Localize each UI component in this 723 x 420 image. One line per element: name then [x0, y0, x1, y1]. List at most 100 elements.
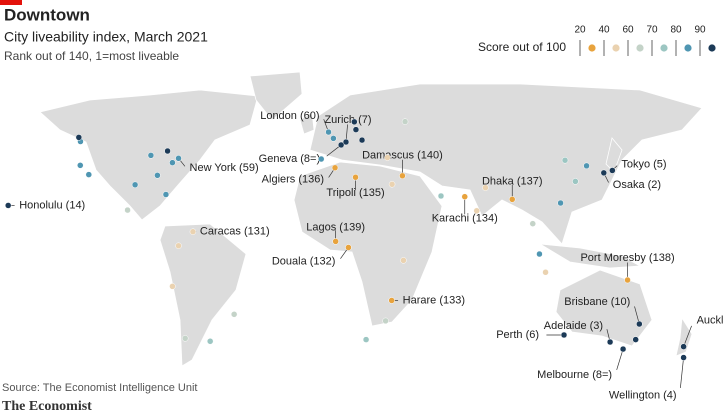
city-dot [680, 343, 687, 350]
city-dot [352, 126, 360, 133]
city-label: New York (59) [190, 162, 259, 174]
city-dot [384, 154, 391, 161]
city-dot [388, 297, 395, 304]
city-dot [181, 335, 189, 342]
city-dot [352, 174, 359, 181]
land [39, 71, 703, 367]
city-dot [583, 162, 590, 170]
city-label: Lagos (139) [306, 221, 365, 233]
city-dot [230, 311, 238, 318]
source: Source: The Economist Intelligence Unit [2, 382, 197, 394]
city-dot [164, 147, 171, 155]
city-label: Damascus (140) [362, 150, 443, 162]
city-dot [636, 320, 643, 328]
legend-tick-label: 20 [574, 25, 586, 36]
legend-tick-label: 90 [694, 25, 706, 36]
city-dot [332, 238, 339, 245]
city-dot [388, 181, 396, 188]
city-dot [317, 155, 325, 163]
city-dot [624, 276, 631, 284]
city-label: Osaka (2) [613, 179, 661, 191]
city-dot [162, 191, 170, 198]
city-dot [77, 162, 84, 169]
city-dot [399, 172, 406, 180]
city-dot [175, 155, 182, 162]
city-dot [606, 338, 614, 346]
city-label: Dhaka (137) [482, 175, 543, 187]
city-dot [189, 228, 197, 235]
city-label: Brisbane (10) [564, 296, 630, 308]
city-dot [400, 257, 407, 264]
city-dot [85, 171, 93, 178]
city-dot [560, 331, 568, 339]
city-label: Karachi (134) [432, 213, 498, 225]
legend-swatch [636, 44, 644, 52]
city-label: Auckland (1) [697, 315, 723, 327]
leader-line [683, 325, 692, 347]
city-dot [437, 192, 445, 200]
city-dot [75, 134, 83, 141]
city-dot [330, 135, 337, 142]
city-dot [337, 141, 345, 149]
legend-title: Score out of 100 [478, 40, 566, 54]
city-dot [175, 242, 182, 250]
city-label: Tripoli (135) [326, 187, 384, 199]
city-dot [529, 220, 537, 227]
city-dot [331, 164, 339, 172]
city-dot [473, 207, 480, 215]
city-dot [362, 336, 370, 343]
city-dot [461, 193, 468, 200]
city-label: Melbourne (8=) [537, 369, 612, 381]
city-label: London (60) [260, 110, 319, 122]
city-label: Wellington (4) [609, 389, 677, 401]
city-label: Port Moresby (138) [580, 252, 674, 264]
city-label: Caracas (131) [200, 226, 270, 238]
legend-tick-label: 70 [646, 25, 658, 36]
legend-swatch [612, 44, 620, 52]
legend-tick-label: 80 [670, 25, 682, 36]
city-dot [542, 269, 549, 276]
city-label: Zurich (7) [324, 114, 371, 126]
city-dot [154, 172, 161, 179]
legend-swatch [708, 44, 716, 52]
legend-swatch [684, 44, 692, 52]
city-dot [609, 167, 616, 174]
city-dot [600, 169, 608, 177]
city-dot [124, 206, 131, 214]
legend-swatch [588, 44, 596, 52]
city-label: Tokyo (5) [621, 158, 666, 170]
city-dot [401, 118, 409, 125]
brand: The Economist [2, 399, 92, 414]
city-dot [345, 244, 352, 251]
city-label: Algiers (136) [262, 174, 324, 186]
city-dot [325, 128, 332, 136]
city-dot [509, 196, 516, 203]
city-dot [557, 199, 564, 207]
city-dot [561, 157, 569, 164]
city-dot [147, 152, 155, 159]
city-label: Harare (133) [403, 294, 465, 306]
brand-bar [0, 0, 22, 5]
city-dot [482, 184, 489, 191]
legend-swatch [660, 44, 668, 52]
city-dot [382, 317, 389, 325]
city-dot [4, 202, 12, 209]
subtitle: City liveability index, March 2021 [4, 29, 208, 45]
city-dot [351, 118, 358, 126]
city-dot [572, 178, 579, 185]
city-dot [632, 336, 639, 343]
legend-tick-label: 60 [622, 25, 634, 36]
city-dot [131, 181, 139, 189]
city-label: Honolulu (14) [19, 199, 85, 211]
city-dot [342, 138, 350, 146]
legend-tick-label: 40 [598, 25, 610, 36]
city-dot [169, 159, 176, 166]
city-dot [358, 136, 366, 144]
note: Rank out of 140, 1=most liveable [4, 49, 179, 63]
leader-line [680, 357, 684, 389]
city-label: Douala (132) [272, 255, 336, 267]
city-label: Geneva (8=) [259, 153, 320, 165]
city-dot [206, 338, 214, 345]
title: Downtown [4, 5, 90, 24]
leader-line [616, 348, 624, 370]
